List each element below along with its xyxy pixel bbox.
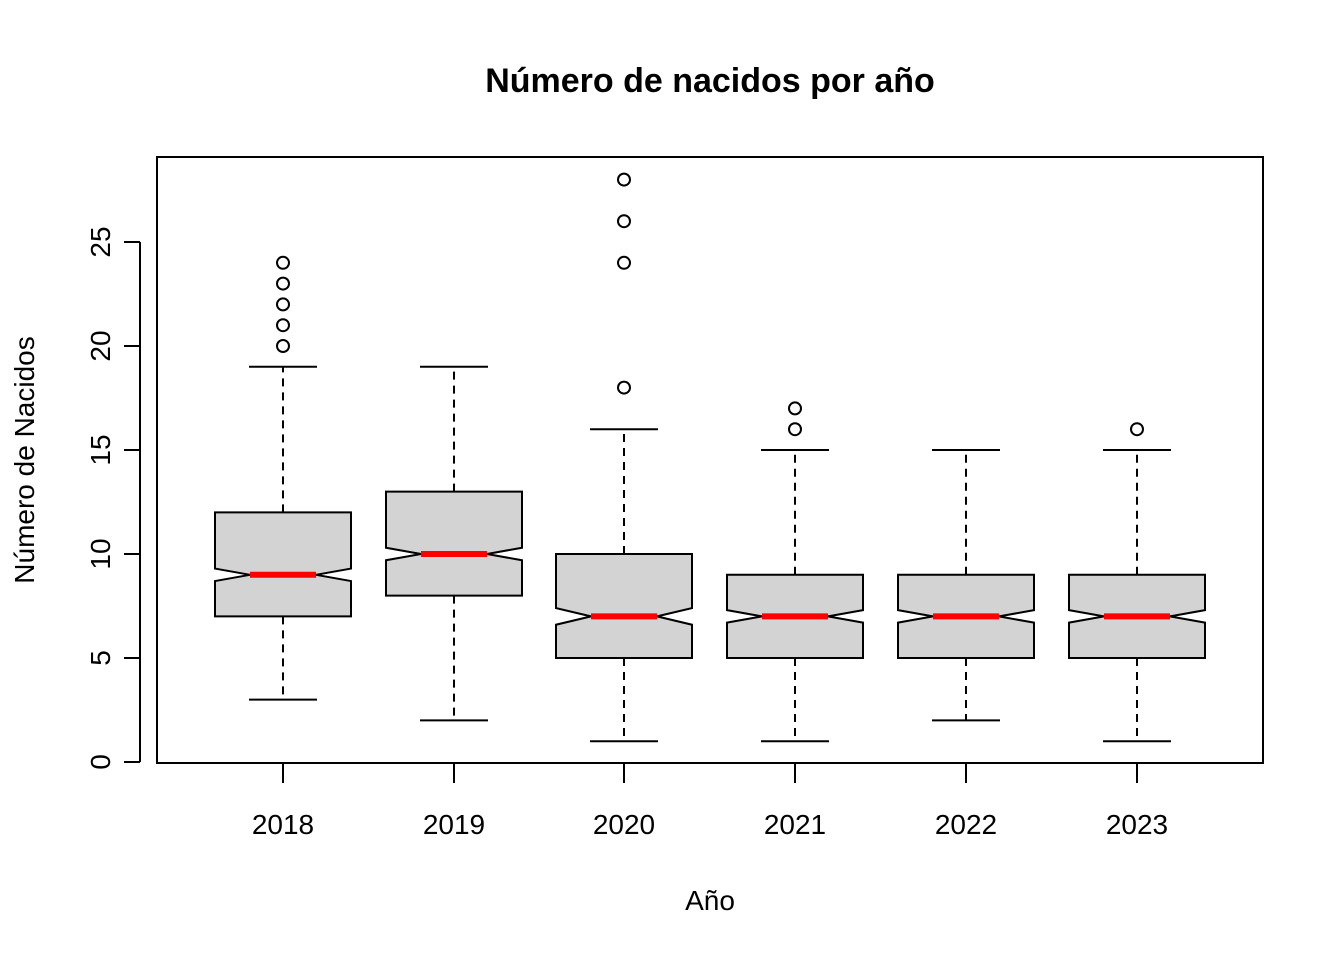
outlier-point [617,380,631,395]
box-2022 [897,449,1035,722]
y-tick-label: 15 [85,434,116,465]
y-tick-label: 25 [85,226,116,257]
box-body [385,490,523,597]
box-2023 [1068,422,1206,743]
outlier-point [276,276,290,291]
outlier-point [617,172,631,187]
y-axis: 0 5 10 15 20 25 [85,226,141,770]
outlier-point [276,297,290,312]
x-axis: 2018 2019 2020 2021 2022 2023 [252,762,1168,840]
x-tick-label: 2022 [935,809,997,840]
y-tick-label: 5 [85,650,116,666]
box-body [214,511,352,618]
outlier-point [276,255,290,270]
outlier-point [276,339,290,353]
x-tick-label: 2018 [252,809,314,840]
x-tick-label: 2021 [764,809,826,840]
outlier-point [1130,422,1144,437]
plot-frame [156,156,1264,764]
box-2020 [555,172,693,743]
x-tick-label: 2020 [593,809,655,840]
outlier-point [617,214,631,229]
boxes-group [214,172,1206,743]
y-axis-label: Número de Nacidos [9,336,40,583]
box-2021 [726,401,864,743]
outlier-point [788,422,802,437]
x-tick-label: 2019 [423,809,485,840]
y-tick-label: 0 [85,754,116,770]
box-2019 [385,365,523,722]
outlier-point [788,401,802,416]
box-body [555,553,693,659]
box-2018 [214,255,352,701]
y-tick-label: 20 [85,330,116,361]
outlier-point [276,318,290,333]
x-tick-label: 2023 [1106,809,1168,840]
x-axis-label: Año [685,885,735,916]
y-tick-label: 10 [85,538,116,569]
chart-title: Número de nacidos por año [485,62,935,100]
outlier-point [617,255,631,270]
